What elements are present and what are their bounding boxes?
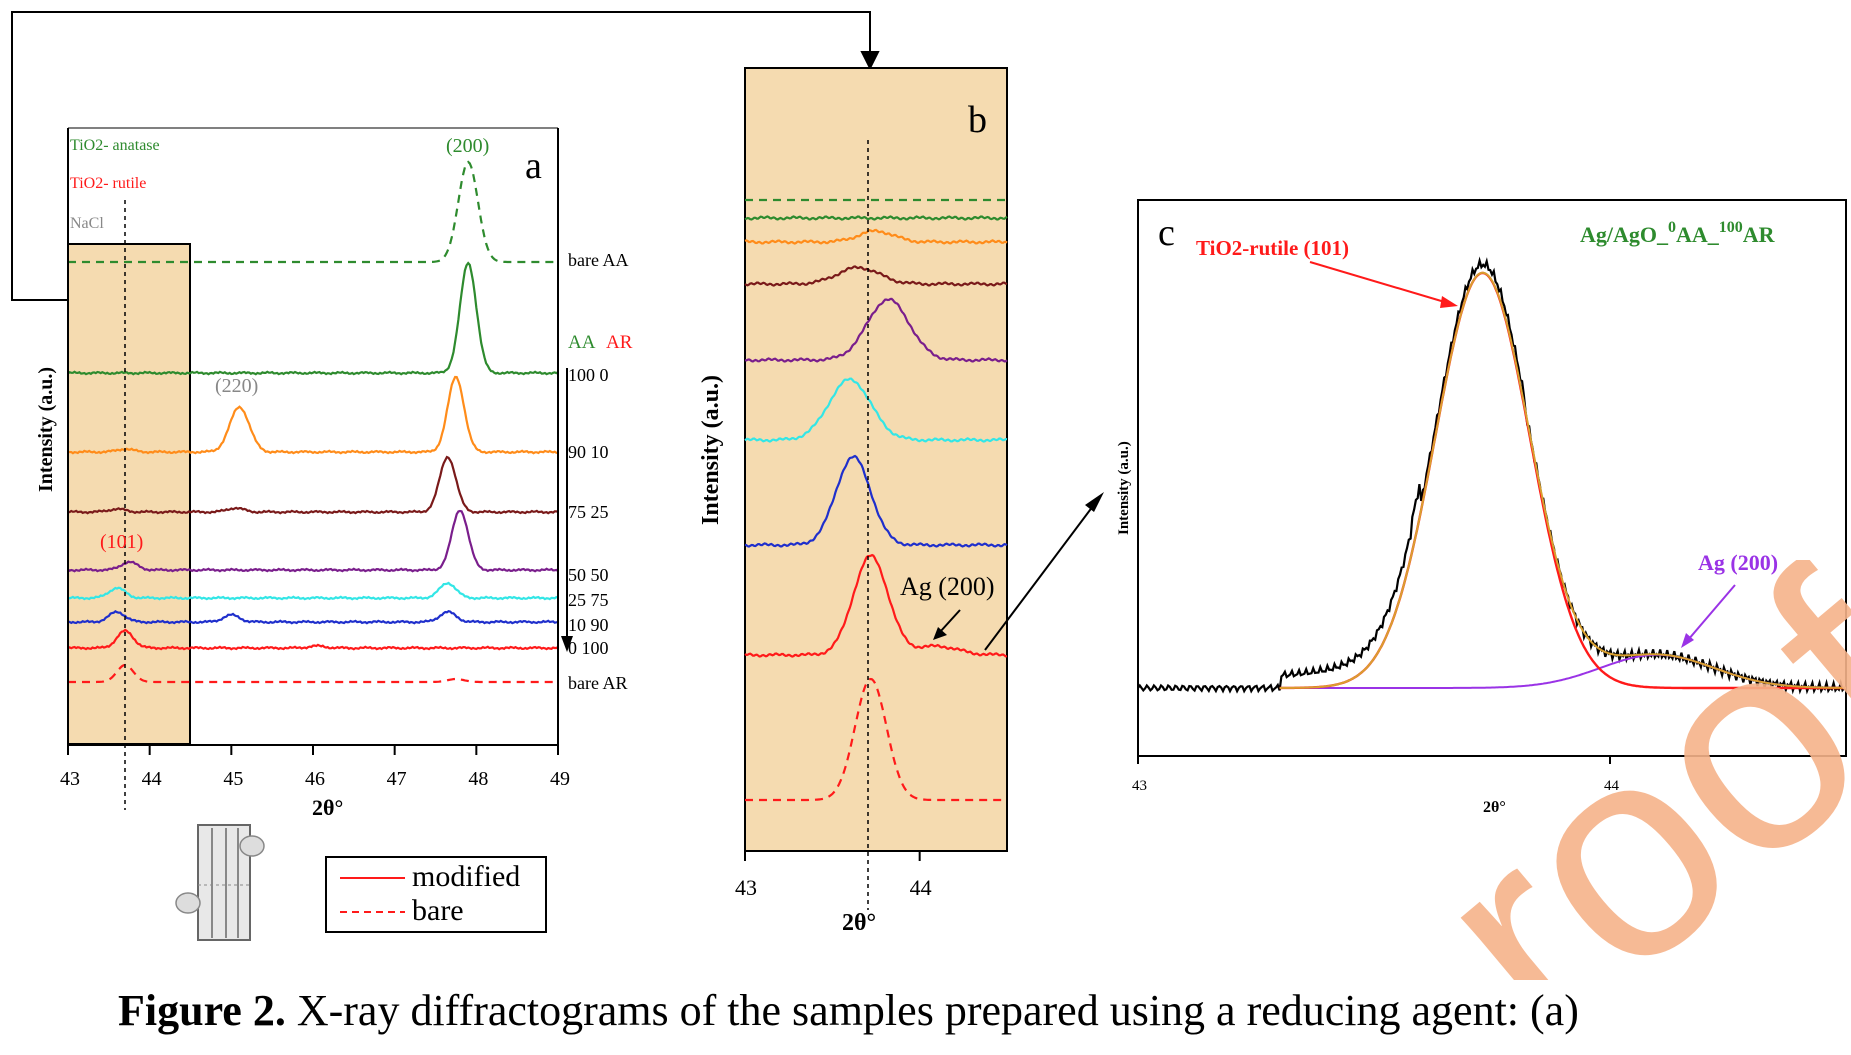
panel-c-ag200-label: Ag (200) bbox=[1698, 550, 1778, 575]
ratio-arrow-head bbox=[561, 636, 573, 652]
legend-modified-label: modified bbox=[412, 860, 520, 893]
panel-b-ag200-label: Ag (200) bbox=[900, 572, 995, 601]
panel-c-curves bbox=[1137, 256, 1847, 695]
panel-b: 43 44 b 2θ° Intensity (a.u.) Ag (200) bbox=[698, 67, 1008, 936]
panel-b-series-1 bbox=[744, 215, 1008, 221]
panel-a-series-label: 25 75 bbox=[568, 590, 609, 610]
panel-b-curves bbox=[744, 198, 1008, 802]
panel-a-curves bbox=[67, 160, 559, 684]
panel-b-series-8 bbox=[745, 677, 1007, 802]
panel-a: 43 44 45 46 47 48 49 a 2θ° Intensity (a.u.) Ti… bbox=[35, 127, 633, 820]
panel-a-series-label: bare AR bbox=[568, 673, 627, 693]
panel-a-series-label: 100 0 bbox=[568, 365, 609, 385]
connector-a-to-b bbox=[11, 11, 880, 301]
panel-a-series-label: bare AA bbox=[568, 250, 628, 270]
panel-a-series-label: 90 10 bbox=[568, 442, 609, 462]
panel-c-tick-label: 43 bbox=[1132, 778, 1147, 794]
panel-c-x-ticks: 43 44 bbox=[1132, 756, 1620, 794]
panel-a-series-8 bbox=[68, 663, 558, 684]
peak-label-200: (200) bbox=[446, 135, 489, 157]
panel-b-x-ticks: 43 44 bbox=[735, 851, 932, 900]
panel-a-x-ticks: 43 44 45 46 47 48 49 bbox=[60, 745, 570, 790]
caption-text: X-ray diffractograms of the samples prep… bbox=[285, 986, 1579, 1035]
panel-a-series-5 bbox=[67, 581, 559, 601]
panel-a-tick-label: 48 bbox=[468, 768, 488, 790]
panel-a-series-0 bbox=[68, 160, 558, 264]
line-legend: modified bare bbox=[325, 856, 547, 933]
caption-bold: Figure 2. bbox=[118, 986, 286, 1035]
panel-b-label: b bbox=[968, 99, 987, 141]
panel-c-xlabel: 2θ° bbox=[1483, 799, 1506, 816]
panel-a-tick-label: 43 bbox=[60, 768, 80, 790]
ratio-header-ar: AR bbox=[606, 332, 633, 353]
panel-c-title: Ag/AgO_0AA_100AR bbox=[1580, 219, 1776, 247]
panel-a-series-3 bbox=[67, 455, 559, 515]
panel-b-highlight bbox=[744, 67, 1008, 852]
panel-b-ag200-arrow bbox=[939, 609, 961, 633]
panel-c-ag200-arrow bbox=[1687, 584, 1736, 641]
connector-b-to-c bbox=[984, 492, 1104, 651]
panel-a-series-6 bbox=[67, 609, 559, 625]
panel-a-series-label: 0 100 bbox=[568, 638, 609, 658]
panel-b-series-3 bbox=[744, 265, 1008, 287]
panel-a-series-label: 75 25 bbox=[568, 502, 609, 522]
panel-c-rutile-label: TiO2-rutile (101) bbox=[1196, 236, 1349, 260]
panel-a-highlight bbox=[67, 243, 191, 745]
panel-b-series-5 bbox=[744, 377, 1008, 443]
panel-c-rutile-arrow bbox=[1309, 261, 1449, 304]
peak-label-101: (101) bbox=[100, 531, 143, 553]
figure: 43 44 45 46 47 48 49 a 2θ° Intensity (a.u.) Ti… bbox=[11, 11, 1847, 941]
panel-c-total-fit bbox=[1279, 271, 1846, 689]
panel-c-ylabel: Intensity (a.u.) bbox=[1116, 441, 1132, 535]
panel-a-tick-label: 45 bbox=[223, 768, 243, 790]
figure-caption: Figure 2. X-ray diffractograms of the sa… bbox=[118, 985, 1818, 1036]
panel-c: 43 44 c Ag/AgO_0AA_100AR TiO2-rutile (101… bbox=[1116, 199, 1847, 816]
peak-label-220: (220) bbox=[215, 375, 258, 397]
panel-a-tick-label: 49 bbox=[550, 768, 570, 790]
ratio-header-aa: AA bbox=[568, 332, 596, 353]
panel-b-tick-label: 44 bbox=[910, 875, 932, 900]
panel-b-series-4 bbox=[744, 297, 1008, 363]
panel-b-series-2 bbox=[744, 228, 1008, 245]
legend-nacl: NaCl bbox=[70, 215, 104, 232]
panel-a-series-7 bbox=[67, 628, 559, 651]
panel-a-label: a bbox=[525, 145, 542, 187]
panel-b-series-6 bbox=[744, 454, 1008, 548]
panel-a-series-labels: bare AA 100 0 90 10 75 25 50 50 25 75 10 90 0 1… bbox=[568, 250, 628, 693]
panel-a-tick-label: 44 bbox=[142, 768, 162, 790]
panel-c-label: c bbox=[1158, 212, 1175, 254]
panel-c-ag200-arrow-head bbox=[1681, 633, 1694, 648]
panel-c-frame bbox=[1137, 199, 1847, 757]
panel-b-ylabel: Intensity (a.u.) bbox=[698, 375, 724, 525]
panel-b-xlabel: 2θ° bbox=[842, 910, 876, 936]
legend-anatase: TiO2- anatase bbox=[70, 137, 160, 154]
panel-a-tick-label: 46 bbox=[305, 768, 325, 790]
panel-a-series-2 bbox=[67, 375, 558, 455]
panel-c-tick-label: 44 bbox=[1604, 778, 1620, 794]
panel-a-series-1 bbox=[67, 261, 559, 376]
panel-b-series-7 bbox=[744, 553, 1008, 658]
panel-a-series-label: 50 50 bbox=[568, 565, 609, 585]
panel-c-rutile-arrow-head bbox=[1440, 296, 1458, 308]
panel-a-tick-label: 47 bbox=[387, 768, 407, 790]
legend-rutile: TiO2- rutile bbox=[70, 175, 146, 192]
panel-b-ag200-arrow-head bbox=[933, 627, 947, 640]
fiber-illustration bbox=[175, 824, 265, 941]
panel-a-xlabel: 2θ° bbox=[312, 795, 343, 820]
panel-a-series-label: 10 90 bbox=[568, 615, 609, 635]
panel-b-tick-label: 43 bbox=[735, 875, 757, 900]
legend-bare-label: bare bbox=[412, 894, 464, 927]
panel-a-ylabel: Intensity (a.u.) bbox=[35, 367, 57, 492]
panel-a-series-4 bbox=[67, 509, 559, 573]
